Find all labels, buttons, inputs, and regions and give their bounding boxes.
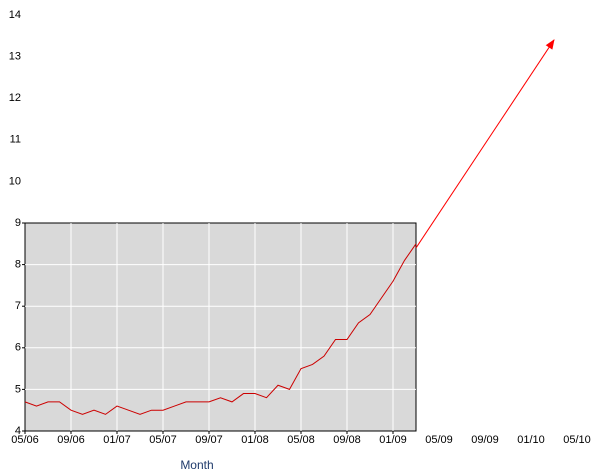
- projection-arrow: [415, 39, 555, 249]
- y-tick-label: 9: [15, 217, 21, 229]
- x-tick-label: 09/06: [57, 434, 85, 446]
- x-axis-label: Month: [180, 458, 213, 472]
- y-tick-label: 8: [15, 259, 21, 271]
- y-tick-label: 4: [15, 425, 21, 437]
- x-tick-label: 01/09: [379, 434, 407, 446]
- x-tick-label: 05/06: [11, 434, 39, 446]
- x-tick-label: 05/07: [149, 434, 177, 446]
- y-tick-label: 10: [9, 175, 21, 187]
- x-tick-label: 01/07: [103, 434, 131, 446]
- y-tick-label: 5: [15, 383, 21, 395]
- data-line: [24, 243, 417, 415]
- x-tick-label: 09/07: [195, 434, 223, 446]
- x-tick-label: 01/10: [517, 434, 545, 446]
- plot-area: [24, 222, 417, 432]
- y-tick-label: 12: [9, 92, 21, 104]
- y-tick-label: 14: [9, 9, 21, 21]
- y-tick-label: 6: [15, 342, 21, 354]
- x-tick-label: 05/09: [425, 434, 453, 446]
- y-tick-label: 7: [15, 300, 21, 312]
- x-tick-label: 09/09: [471, 434, 499, 446]
- x-tick-label: 01/08: [241, 434, 269, 446]
- x-tick-label: 05/08: [287, 434, 315, 446]
- x-tick-label: 09/08: [333, 434, 361, 446]
- y-tick-label: 11: [10, 134, 21, 146]
- x-tick-label: 05/10: [563, 434, 591, 446]
- y-tick-label: 13: [9, 51, 21, 63]
